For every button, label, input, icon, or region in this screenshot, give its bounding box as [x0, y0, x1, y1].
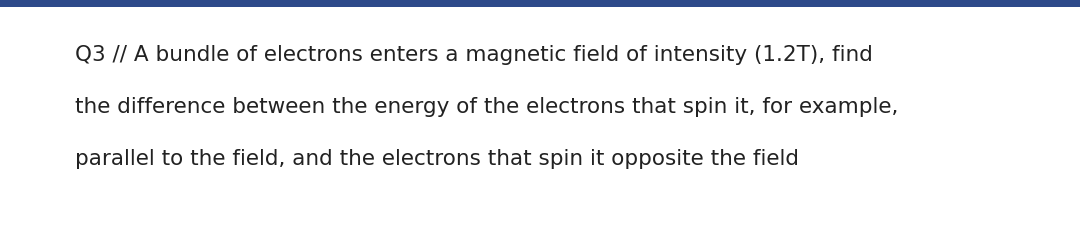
Bar	[0, 0, 1080, 8]
Text: Q3 // A bundle of electrons enters a magnetic field of intensity (1.2T), find: Q3 // A bundle of electrons enters a mag…	[75, 45, 873, 65]
Text: parallel to the field, and the electrons that spin it opposite the field: parallel to the field, and the electrons…	[75, 148, 799, 168]
Text: the difference between the energy of the electrons that spin it, for example,: the difference between the energy of the…	[75, 97, 899, 116]
